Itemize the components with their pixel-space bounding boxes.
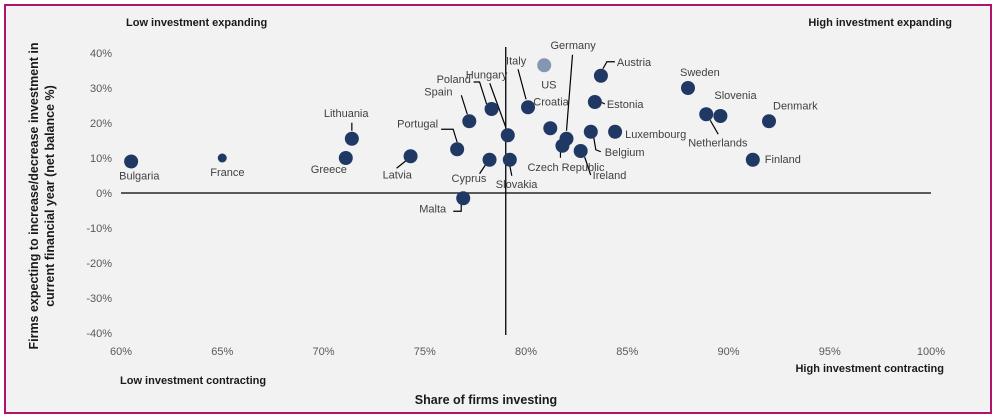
leader-line-slovakia — [509, 165, 513, 176]
x-tick-label: 90% — [717, 346, 739, 358]
point-spain — [462, 114, 477, 129]
point-hungary — [500, 128, 515, 143]
point-slovenia — [713, 109, 728, 123]
x-tick-label: 75% — [414, 346, 436, 358]
leader-line-latvia — [396, 159, 407, 169]
y-tick-label: 20% — [90, 118, 112, 130]
point-label-croatia: Croatia — [533, 96, 569, 108]
x-tick-label: 85% — [616, 346, 638, 358]
point-label-slovenia: Slovenia — [714, 90, 757, 102]
point-malta — [456, 191, 471, 206]
point-label-sweden: Sweden — [680, 67, 720, 79]
x-tick-label: 65% — [211, 346, 233, 358]
point-latvia — [403, 149, 418, 164]
chart-frame: 40% 30% 20% 10% 0% -10% -20% -30% -40% 60% 65% 70% 7… — [4, 4, 992, 414]
point-label-finland: Finland — [765, 154, 801, 166]
leader-line-hungary — [489, 83, 507, 128]
point-slovakia — [502, 152, 517, 167]
point-greece — [338, 151, 353, 165]
point-cyprus — [482, 152, 497, 167]
point-italy — [521, 100, 536, 115]
point-label-latvia: Latvia — [383, 169, 413, 181]
y-tick-label: -30% — [86, 293, 112, 305]
point-label-france: France — [210, 167, 244, 179]
point-label-netherlands: Netherlands — [688, 137, 748, 149]
point-label-cyprus: Cyprus — [452, 173, 487, 185]
point-label-hungary: Hungary — [466, 69, 508, 81]
point-portugal — [450, 142, 465, 157]
y-tick-label: 10% — [90, 153, 112, 165]
leader-line-spain — [460, 95, 468, 115]
point-luxembourg — [608, 124, 623, 139]
point-label-czech-republic: Czech Republic — [527, 162, 605, 174]
point-czech-republic — [555, 138, 570, 153]
point-label-greece: Greece — [311, 164, 347, 176]
x-tick-label: 100% — [917, 346, 945, 358]
point-label-estonia: Estonia — [607, 99, 645, 111]
y-axis-title-line-2: current financial year (net balance %) — [43, 85, 57, 307]
y-tick-label: -10% — [86, 223, 112, 235]
point-poland — [484, 102, 499, 116]
point-estonia — [587, 95, 602, 109]
leader-line-italy — [517, 69, 527, 100]
scatter-chart: 40% 30% 20% 10% 0% -10% -20% -30% -40% 60% 65% 70% 7… — [27, 17, 952, 407]
point-belgium — [583, 124, 598, 139]
point-us — [537, 58, 552, 73]
point-label-bulgaria: Bulgaria — [119, 171, 160, 183]
point-label-ireland: Ireland — [593, 170, 627, 182]
point-label-austria: Austria — [617, 57, 652, 69]
y-tick-label: -40% — [86, 328, 112, 340]
y-tick-label: 40% — [90, 48, 112, 60]
point-austria — [593, 68, 608, 83]
leader-line-portugal — [441, 128, 458, 143]
point-label-italy: Italy — [506, 55, 527, 67]
point-label-slovakia: Slovakia — [496, 179, 538, 191]
y-tick-label: 0% — [96, 188, 112, 200]
point-label-belgium: Belgium — [605, 147, 645, 159]
point-label-luxembourg: Luxembourg — [625, 129, 686, 141]
point-france — [217, 153, 227, 163]
leader-line-germany — [565, 54, 574, 131]
point-sweden — [681, 81, 695, 95]
point-label-spain: Spain — [424, 86, 452, 98]
point-denmark — [762, 114, 776, 129]
x-tick-label: 80% — [515, 346, 537, 358]
leader-line-austria — [602, 61, 615, 70]
leader-line-ireland — [584, 156, 592, 176]
point-ireland — [573, 144, 588, 158]
quadrant-label-bottom-left: Low investment contracting — [120, 375, 266, 387]
point-netherlands — [699, 107, 714, 122]
leader-line-netherlands — [709, 119, 719, 135]
point-label-malta: Malta — [419, 203, 447, 215]
point-croatia — [543, 121, 558, 136]
point-label-lithuania: Lithuania — [324, 108, 370, 120]
x-tick-label: 70% — [312, 346, 334, 358]
leader-line-belgium — [593, 137, 602, 153]
x-tick-label: 95% — [819, 346, 841, 358]
x-axis-title: Share of firms investing — [415, 393, 557, 407]
y-axis-title-line-1: Firms expecting to increase/decrease inv… — [27, 42, 41, 349]
point-label-portugal: Portugal — [397, 118, 438, 130]
leader-line-malta — [453, 203, 462, 212]
y-tick-label: -20% — [86, 258, 112, 270]
point-label-germany: Germany — [551, 40, 597, 52]
leader-line-poland — [473, 81, 488, 105]
point-label-denmark: Denmark — [773, 100, 818, 112]
point-bulgaria — [124, 154, 139, 169]
quadrant-label-bottom-right: High investment contracting — [795, 363, 944, 375]
leader-line-cyprus — [479, 164, 487, 175]
point-lithuania — [344, 131, 359, 146]
quadrant-label-top-left: Low investment expanding — [126, 17, 267, 29]
quadrant-label-top-right: High investment expanding — [808, 17, 952, 29]
point-label-us: US — [541, 79, 556, 91]
y-tick-label: 30% — [90, 83, 112, 95]
point-finland — [745, 152, 760, 167]
x-tick-label: 60% — [110, 346, 132, 358]
point-label-poland: Poland — [437, 74, 471, 86]
